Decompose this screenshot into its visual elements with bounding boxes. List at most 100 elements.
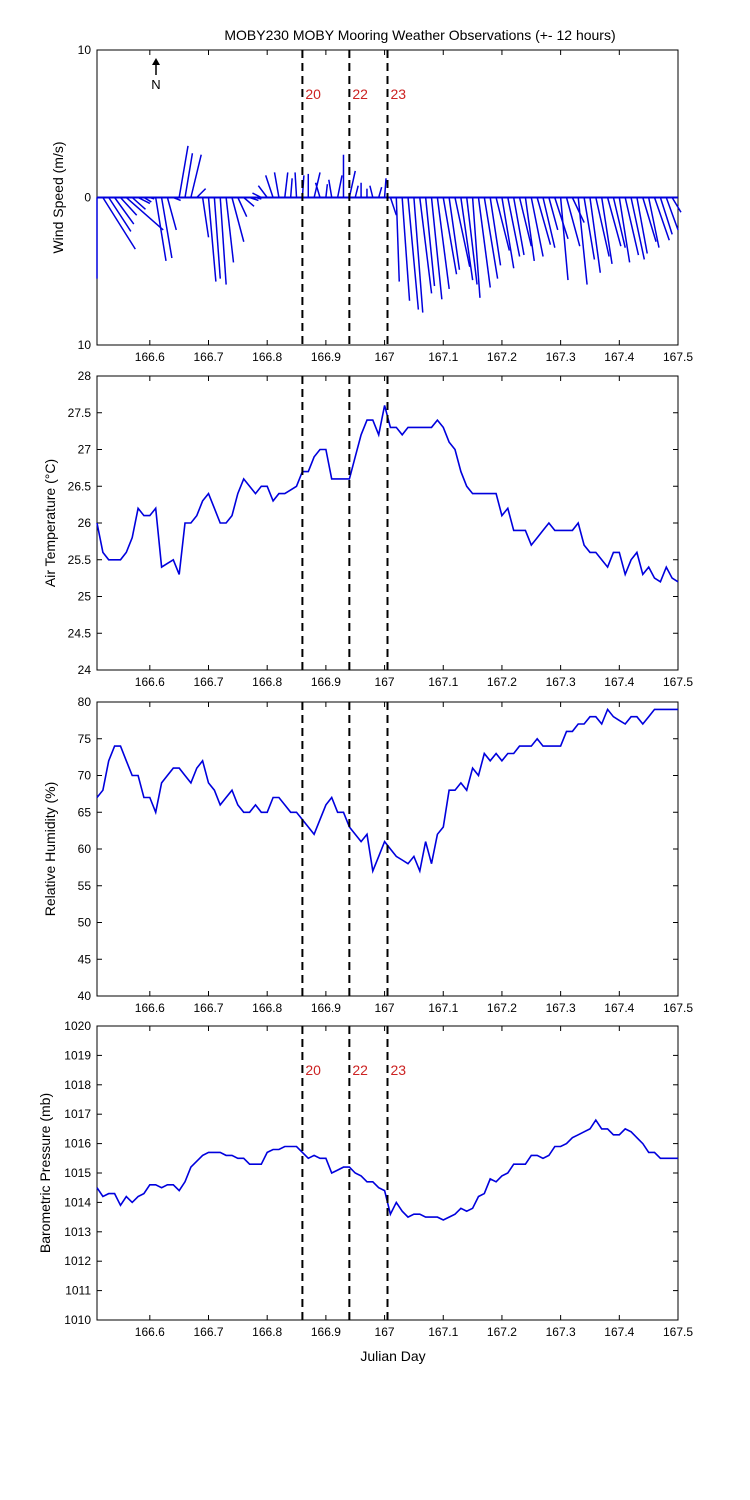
x-tick-label: 167 bbox=[375, 1325, 395, 1339]
x-tick-label: 167.5 bbox=[663, 1325, 693, 1339]
wind-vector bbox=[559, 197, 569, 281]
wind-vector bbox=[536, 197, 552, 245]
wind-vector bbox=[524, 197, 536, 262]
x-tick-label: 166.8 bbox=[252, 1325, 282, 1339]
wind-vector bbox=[512, 197, 525, 256]
wind-vector bbox=[642, 197, 657, 242]
wind-vector bbox=[507, 197, 521, 257]
wind-vector bbox=[389, 197, 398, 216]
wind-vector bbox=[143, 196, 152, 203]
wind-vector bbox=[460, 197, 474, 281]
figure-title: MOBY230 MOBY Mooring Weather Observation… bbox=[224, 27, 615, 43]
wind-vector bbox=[377, 186, 383, 198]
wind-vector bbox=[442, 197, 458, 275]
wind-vector bbox=[102, 197, 136, 250]
wind-vector bbox=[249, 196, 259, 202]
x-tick-label: 167.5 bbox=[663, 1001, 693, 1015]
y-tick-label: 75 bbox=[78, 732, 92, 746]
wind-vector bbox=[665, 197, 679, 231]
event-marker-label: 22 bbox=[352, 1062, 368, 1078]
wind-vector bbox=[600, 197, 613, 264]
wind-vector bbox=[264, 175, 274, 198]
wind-vector bbox=[243, 196, 255, 207]
wind-vector bbox=[131, 196, 146, 210]
wind-vector bbox=[354, 185, 359, 198]
wind-vector bbox=[369, 185, 374, 198]
wind-vector bbox=[653, 197, 670, 241]
wind-vector bbox=[196, 188, 207, 199]
wind-vector bbox=[606, 197, 622, 247]
north-label: N bbox=[151, 77, 160, 92]
wind-vector bbox=[108, 197, 132, 232]
chart-panel-1: 166.6 166.7 166.8 166.9 167 167.1 167.2 167.3 16… bbox=[50, 43, 693, 364]
x-tick-label: 167.5 bbox=[663, 675, 693, 689]
event-marker-label: 22 bbox=[352, 86, 368, 102]
y-axis-label: Air Temperature (°C) bbox=[42, 459, 58, 587]
wind-vector bbox=[571, 197, 585, 223]
wind-vector bbox=[518, 197, 533, 247]
y-tick-label: 70 bbox=[78, 769, 92, 783]
x-tick-label: 167.4 bbox=[604, 350, 634, 364]
x-tick-label: 166.6 bbox=[135, 350, 165, 364]
y-tick-label: 80 bbox=[78, 695, 92, 709]
y-tick-label: 1019 bbox=[64, 1048, 91, 1062]
x-tick-label: 166.7 bbox=[193, 675, 223, 689]
wind-vector bbox=[201, 197, 210, 238]
wind-vector bbox=[178, 145, 189, 198]
y-tick-label: 1012 bbox=[64, 1254, 91, 1268]
y-axis-label: Barometric Pressure (mb) bbox=[37, 1093, 53, 1253]
y-tick-label: 65 bbox=[78, 805, 92, 819]
y-tick-label: 1011 bbox=[65, 1284, 91, 1298]
y-tick-label: 24.5 bbox=[68, 626, 92, 640]
wind-vector bbox=[325, 184, 329, 198]
wind-vector bbox=[577, 197, 588, 285]
wind-vector bbox=[284, 172, 289, 198]
x-tick-label: 166.7 bbox=[193, 1325, 223, 1339]
y-tick-label: 25.5 bbox=[68, 553, 92, 567]
wind-vector bbox=[407, 197, 420, 310]
event-marker-label: 23 bbox=[391, 86, 407, 102]
x-tick-label: 167.4 bbox=[604, 1001, 634, 1015]
x-tick-label: 167.1 bbox=[428, 1325, 458, 1339]
wind-vector bbox=[213, 197, 222, 279]
wind-vector bbox=[501, 197, 515, 269]
x-tick-label: 166.6 bbox=[135, 675, 165, 689]
x-tick-label: 167.2 bbox=[487, 675, 517, 689]
wind-vector bbox=[624, 197, 640, 256]
x-tick-label: 167.2 bbox=[487, 1001, 517, 1015]
y-tick-label: 24 bbox=[78, 663, 92, 677]
y-tick-label: 1014 bbox=[64, 1195, 91, 1209]
x-tick-label: 167.4 bbox=[604, 675, 634, 689]
wind-vector bbox=[454, 197, 471, 267]
wind-vector bbox=[184, 153, 194, 198]
y-tick-label: 45 bbox=[78, 952, 92, 966]
x-tick-label: 166.9 bbox=[311, 350, 341, 364]
wind-vector bbox=[190, 154, 202, 198]
wind-vector bbox=[273, 172, 280, 198]
y-tick-label: 1017 bbox=[64, 1107, 91, 1121]
x-tick-label: 166.8 bbox=[252, 675, 282, 689]
wind-vector bbox=[618, 197, 631, 263]
x-tick-label: 166.6 bbox=[135, 1325, 165, 1339]
wind-vector bbox=[383, 178, 387, 198]
y-tick-label: 27.5 bbox=[68, 406, 92, 420]
y-tick-label: 0 bbox=[84, 191, 91, 205]
wind-vector bbox=[294, 172, 298, 198]
event-marker-label: 23 bbox=[391, 1062, 407, 1078]
x-tick-label: 167.3 bbox=[546, 1001, 576, 1015]
y-tick-label: 1013 bbox=[64, 1225, 91, 1239]
y-tick-label: 50 bbox=[78, 916, 92, 930]
x-tick-label: 167.3 bbox=[546, 675, 576, 689]
wind-vector bbox=[255, 196, 262, 200]
wind-vector bbox=[554, 197, 569, 240]
y-tick-label: 10 bbox=[78, 338, 92, 352]
x-tick-label: 167.3 bbox=[546, 1325, 576, 1339]
wind-vector bbox=[125, 196, 164, 231]
wind-vector bbox=[565, 197, 581, 247]
wind-vector bbox=[313, 172, 321, 198]
wind-vector bbox=[413, 197, 424, 313]
chart-panel-3: 166.6 166.7 166.8 166.9 167 167.1 167.2 167.3 16… bbox=[42, 695, 693, 1015]
wind-vector bbox=[225, 197, 235, 263]
wind-vector bbox=[113, 197, 135, 225]
